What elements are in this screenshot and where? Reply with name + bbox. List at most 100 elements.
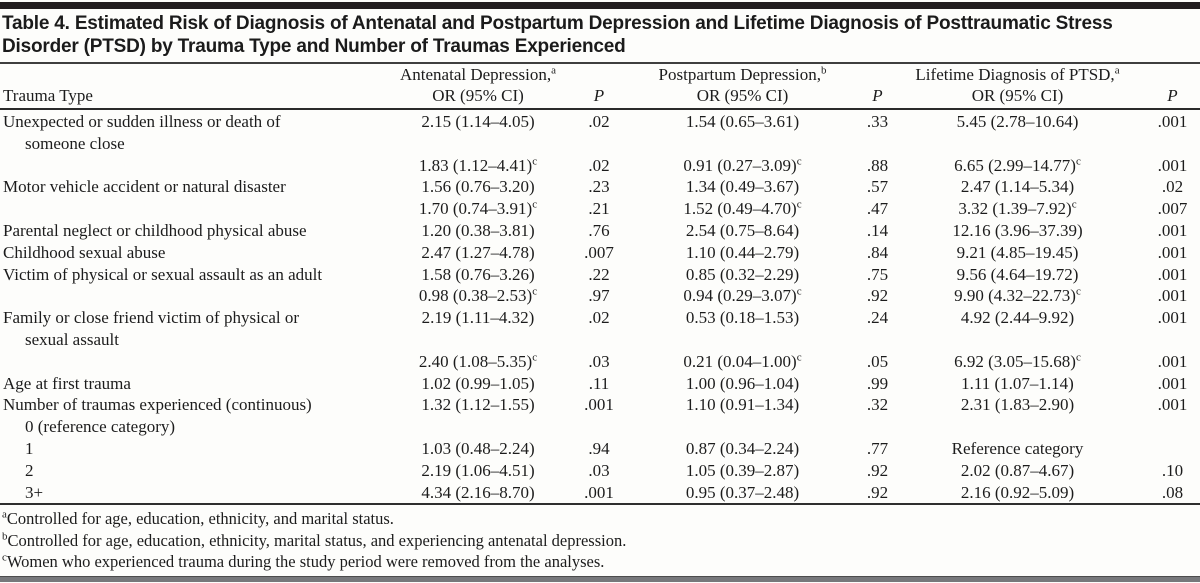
- p-label: P: [1167, 86, 1178, 105]
- trauma-type-cell: Number of traumas experienced (continuou…: [3, 395, 312, 437]
- trauma-type-cell: 1: [25, 438, 34, 458]
- trauma-type-cell: Motor vehicle accident or natural disast…: [3, 177, 286, 197]
- p-value-cell: .92: [866, 460, 889, 480]
- or-ci-cell: 12.16 (3.96–37.39): [952, 220, 1083, 240]
- table-row: Parental neglect or childhood physical a…: [0, 220, 1200, 242]
- or-ci-cell: 1.10 (0.91–1.34): [685, 395, 800, 415]
- or-ci-cell: 4.34 (2.16–8.70): [421, 482, 535, 502]
- or-ci-cell: 5.45 (2.78–10.64): [956, 112, 1079, 131]
- p-value-cell: .94: [588, 438, 610, 458]
- p-value-cell: .22: [588, 264, 610, 284]
- col-header-p-postpartum: P: [845, 64, 910, 109]
- or-ci-cell: 2.15 (1.14–4.05): [421, 112, 535, 131]
- or-ci-cell: 1.20 (0.38–3.81): [421, 220, 535, 240]
- trauma-type-cell: Family or close friend victim of physica…: [3, 308, 300, 349]
- p-value-cell: .02: [588, 112, 610, 131]
- footnote-a-text: Controlled for age, education, ethnicity…: [6, 509, 394, 529]
- or-ci-cell: 9.90 (4.32–22.73)c: [954, 285, 1081, 306]
- risk-table: Trauma Type Antenatal Depression,a OR (9…: [0, 64, 1200, 503]
- p-value-cell: .02: [1161, 177, 1184, 197]
- trauma-type-cell: 3+: [25, 482, 44, 502]
- p-value-cell: .57: [866, 177, 889, 197]
- footnote-a: aControlled for age, education, ethnicit…: [2, 508, 1200, 529]
- postpartum-group-label: Postpartum Depression,: [658, 65, 821, 84]
- or-ci-cell: 1.05 (0.39–2.87): [685, 460, 800, 480]
- p-value-cell: .001: [1157, 155, 1188, 175]
- p-value-cell: .001: [1157, 351, 1188, 371]
- p-value-cell: .32: [866, 395, 889, 415]
- p-value-cell: .03: [588, 460, 610, 480]
- p-value-cell: .001: [1157, 112, 1188, 131]
- p-value-cell: .24: [866, 308, 889, 328]
- or-ci-cell: 9.56 (4.64–19.72): [956, 264, 1079, 284]
- p-value-cell: .47: [866, 199, 889, 219]
- table-row: 2.40 (1.08–5.35)c .03 0.21 (0.04–1.00)c .05…: [0, 351, 1200, 373]
- or-ci-cell: 2.40 (1.08–5.35)c: [418, 351, 538, 371]
- or-ci-cell: 1.52 (0.49–4.70)c: [683, 198, 802, 219]
- trauma-type-cell: [0, 198, 398, 220]
- footnotes: aControlled for age, education, ethnicit…: [0, 503, 1200, 572]
- or-ci-cell: 6.65 (2.99–14.77)c: [954, 154, 1081, 175]
- footnote-a-marker: a: [2, 508, 7, 521]
- p-value-cell: .007: [584, 242, 614, 262]
- table-row: 3+ 4.34 (2.16–8.70) .001 0.95 (0.37–2.48) .9…: [0, 482, 1200, 504]
- p-value-cell: .02: [588, 308, 610, 328]
- col-header-antenatal-depression: Antenatal Depression,a OR (95% CI): [398, 64, 558, 109]
- p-value-cell: .001: [1157, 220, 1188, 240]
- or-ci-cell: 0.21 (0.04–1.00)c: [683, 351, 802, 371]
- or-ci-cell: 9.21 (4.85–19.45): [956, 242, 1079, 262]
- or-ci-cell: 1.03 (0.48–2.24): [421, 438, 535, 458]
- col-header-p-antenatal: P: [558, 64, 640, 109]
- or-ci-cell: 1.83 (1.12–4.41)c: [418, 154, 538, 175]
- p-value-cell: .76: [588, 220, 610, 240]
- p-value-cell: .001: [584, 395, 614, 415]
- trauma-type-cell: [0, 285, 398, 307]
- or-ci-cell: 2.16 (0.92–5.09): [960, 482, 1075, 502]
- p-value-cell: .05: [866, 351, 889, 371]
- or-ci-cell: 1.70 (0.74–3.91)c: [418, 198, 538, 219]
- postpartum-footnote-marker: b: [820, 64, 827, 77]
- trauma-type-cell: Victim of physical or sexual assault as …: [3, 264, 323, 284]
- p-value-cell: [1125, 438, 1200, 460]
- p-value-cell: .001: [584, 482, 614, 502]
- col-header-postpartum-depression: Postpartum Depression,b OR (95% CI): [640, 64, 845, 109]
- p-value-cell: .11: [588, 373, 610, 393]
- trauma-type-cell: [0, 351, 398, 373]
- ptsd-footnote-marker: a: [1114, 64, 1120, 77]
- table-title-line-2: Disorder (PTSD) by Trauma Type and Numbe…: [2, 35, 626, 57]
- table-row: 2 2.19 (1.06–4.51) .03 1.05 (0.39–2.87) .92 2…: [0, 460, 1200, 482]
- table-header: Trauma Type Antenatal Depression,a OR (9…: [0, 64, 1200, 109]
- p-value-cell: .001: [1157, 264, 1188, 284]
- p-value-cell: .001: [1157, 373, 1188, 393]
- p-value-cell: .99: [866, 373, 889, 393]
- or-ci-cell: 0.87 (0.34–2.24): [685, 438, 800, 458]
- or-ci-cell: 1.02 (0.99–1.05): [421, 373, 535, 393]
- or-ci-cell: 1.10 (0.44–2.79): [685, 242, 800, 262]
- footnote-c-marker: c: [2, 551, 7, 564]
- antenatal-group-label: Antenatal Depression,: [400, 65, 552, 84]
- trauma-type-cell: 2: [25, 460, 34, 480]
- p-value-cell: .10: [1161, 460, 1184, 480]
- p-value-cell: .08: [1161, 482, 1184, 502]
- or-ci-cell: 0.85 (0.32–2.29): [685, 264, 800, 284]
- antenatal-footnote-marker: a: [551, 64, 556, 77]
- footnote-b-text: Controlled for age, education, ethnicity…: [7, 530, 627, 550]
- table-title-line-1: Table 4. Estimated Risk of Diagnosis of …: [2, 13, 1113, 34]
- col-header-trauma-type: Trauma Type: [0, 64, 398, 109]
- table-row: 1 1.03 (0.48–2.24) .94 0.87 (0.34–2.24) .77 R…: [0, 438, 1200, 460]
- p-value-cell: .001: [1157, 395, 1188, 415]
- or-ci-cell: 4.92 (2.44–9.92): [960, 308, 1075, 328]
- p-value-cell: .02: [588, 155, 610, 175]
- or-ci-cell: 2.31 (1.83–2.90): [960, 395, 1075, 415]
- or-ci-cell: 0.95 (0.37–2.48): [685, 482, 800, 502]
- trauma-type-cell: Childhood sexual abuse: [3, 242, 166, 262]
- p-value-cell: .001: [1157, 242, 1188, 262]
- p-value-cell: .97: [588, 286, 610, 306]
- top-rule: [0, 2, 1200, 9]
- footnote-b-marker: b: [2, 530, 8, 543]
- table-row: Unexpected or sudden illness or death of…: [0, 109, 1200, 155]
- footnote-b: bControlled for age, education, ethnicit…: [2, 530, 1200, 551]
- p-value-cell: .92: [866, 286, 889, 306]
- or-ci-cell: 2.19 (1.11–4.32): [421, 308, 535, 328]
